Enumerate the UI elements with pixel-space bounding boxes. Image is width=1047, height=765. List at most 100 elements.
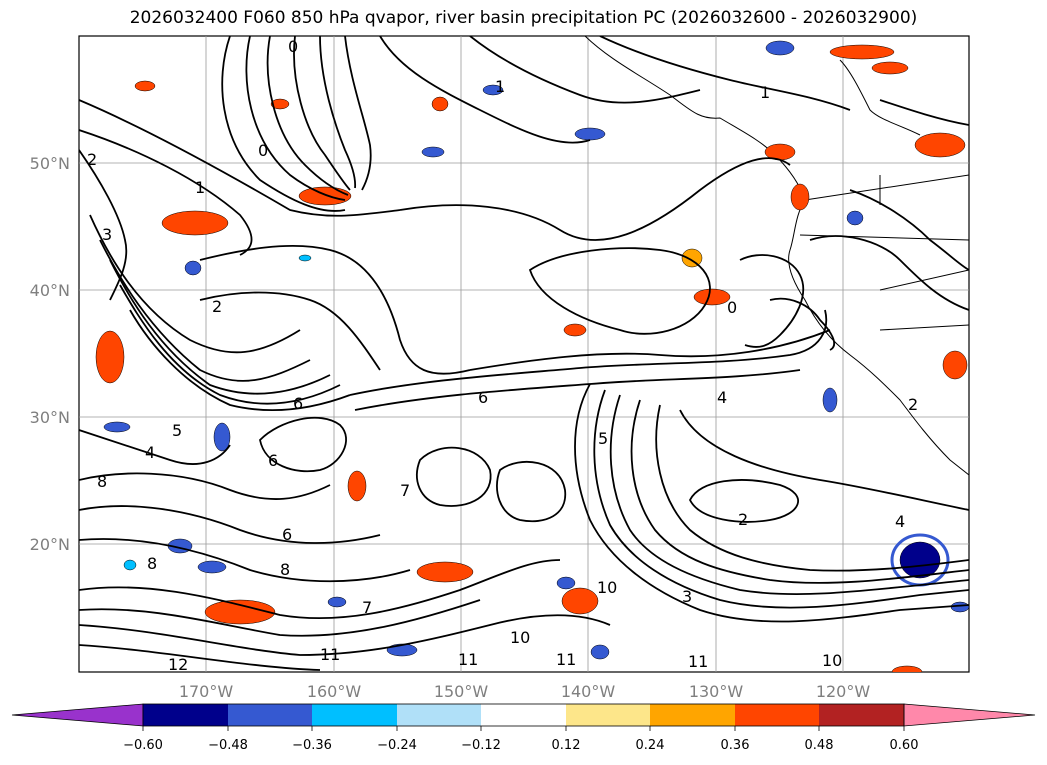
- contour-label: 3: [682, 587, 692, 606]
- shade-patch: [134, 80, 156, 92]
- contour-label: 6: [293, 394, 303, 413]
- contour-label: 5: [172, 421, 182, 440]
- shade-patch: [431, 96, 449, 112]
- lat-label: 50°N: [30, 154, 70, 173]
- contour-label: 0: [258, 141, 268, 160]
- lat-axis: 50°N 40°N 30°N 20°N: [30, 154, 70, 554]
- shade-patch: [790, 183, 810, 211]
- colorbar-frame: [142, 703, 905, 727]
- shade-patch: [204, 599, 276, 625]
- precip-shading: [95, 40, 969, 672]
- colorbar-tick: −0.36: [292, 738, 332, 753]
- shade-patch: [846, 210, 864, 226]
- contour-label: 10: [822, 651, 842, 670]
- contour-label: 1: [195, 178, 205, 197]
- colorbar-tick: 0.60: [890, 738, 919, 753]
- colorbar-tick: 0.12: [552, 738, 581, 753]
- shade-patch: [563, 323, 587, 337]
- colorbar-bin: [228, 704, 312, 726]
- shade-patch: [574, 127, 606, 141]
- shade-patch: [103, 421, 131, 433]
- contour-label: 7: [362, 598, 372, 617]
- shade-patch: [213, 422, 231, 452]
- lon-label: 140°W: [561, 682, 616, 701]
- contour-label: 6: [282, 525, 292, 544]
- colorbar-bin: [819, 704, 904, 726]
- shade-patch: [942, 350, 968, 380]
- contour-label: 2: [908, 395, 918, 414]
- shade-patch: [298, 186, 352, 206]
- shade-patch: [765, 40, 795, 56]
- qvapor-contours: [79, 36, 969, 671]
- contour-label: 6: [478, 388, 488, 407]
- shade-patch: [891, 665, 923, 672]
- shade-patch: [871, 61, 909, 75]
- contour-label: 2: [87, 150, 97, 169]
- colorbar-tick: −0.12: [461, 738, 501, 753]
- contour-label: 11: [688, 652, 708, 671]
- shade-patch: [822, 387, 838, 413]
- contour-label: 12: [168, 655, 188, 674]
- contour-label: 2: [738, 510, 748, 529]
- shade-patch: [123, 559, 137, 571]
- lon-label: 170°W: [179, 682, 234, 701]
- contour-label: 4: [717, 388, 727, 407]
- lon-label: 130°W: [689, 682, 744, 701]
- lat-label: 30°N: [30, 408, 70, 427]
- shade-patch: [681, 248, 703, 268]
- lon-label: 150°W: [434, 682, 489, 701]
- lat-label: 20°N: [30, 535, 70, 554]
- contour-label: 1: [760, 83, 770, 102]
- lon-label: 120°W: [816, 682, 871, 701]
- contour-label: 5: [598, 429, 608, 448]
- shade-patch: [556, 576, 576, 590]
- shade-patch: [914, 132, 966, 158]
- shade-patch: [829, 44, 895, 60]
- contour-label: 0: [288, 37, 298, 56]
- colorbar-bin: [735, 704, 819, 726]
- contour-label: 1: [495, 77, 505, 96]
- contour-label: 11: [320, 645, 340, 664]
- shade-patch: [347, 470, 367, 502]
- lon-label: 160°W: [307, 682, 362, 701]
- shade-patch: [95, 330, 125, 384]
- shade-patch: [421, 146, 445, 158]
- shade-patch: [270, 98, 290, 110]
- contour-labels: 0 1 2 2 2 3 3 4 4 4 5 5 6 6 6 6 7 7 8 8 …: [87, 37, 918, 674]
- colorbar-tick: −0.24: [377, 738, 417, 753]
- colorbar-bin: [566, 704, 650, 726]
- contour-label: 4: [895, 512, 905, 531]
- contour-label: 2: [212, 297, 222, 316]
- shade-patch: [590, 644, 610, 660]
- contour-label: 8: [147, 554, 157, 573]
- contour-label: 7: [400, 481, 410, 500]
- colorbar-tick: −0.48: [208, 738, 248, 753]
- shade-patch: [416, 561, 474, 583]
- shade-patch: [184, 260, 202, 276]
- shade-patch: [561, 587, 599, 615]
- colorbar-extend-low: [11, 703, 144, 727]
- contour-label: 8: [280, 560, 290, 579]
- colorbar-tick: 0.48: [805, 738, 834, 753]
- colorbar-bin: [312, 704, 397, 726]
- colorbar-tick: −0.60: [123, 738, 163, 753]
- figure-title: 2026032400 F060 850 hPa qvapor, river ba…: [129, 8, 918, 28]
- contour-label: 6: [268, 451, 278, 470]
- lat-label: 40°N: [30, 281, 70, 300]
- contour-label: 4: [145, 443, 155, 462]
- contour-label: 0: [727, 298, 737, 317]
- colorbar-bin: [481, 704, 566, 726]
- shade-patch: [161, 210, 229, 236]
- shade-patch: [899, 541, 941, 579]
- contour-label: 11: [458, 650, 478, 669]
- colorbar-bin: [397, 704, 481, 726]
- lon-axis: 170°W 160°W 150°W 140°W 130°W 120°W: [179, 682, 871, 701]
- colorbar-tick: 0.36: [721, 738, 750, 753]
- shade-patch: [298, 254, 312, 262]
- contour-label: 3: [102, 225, 112, 244]
- shade-patch: [197, 560, 227, 574]
- contour-label: 10: [597, 578, 617, 597]
- colorbar-tick: 0.24: [636, 738, 665, 753]
- colorbar-extend-high: [903, 703, 1036, 727]
